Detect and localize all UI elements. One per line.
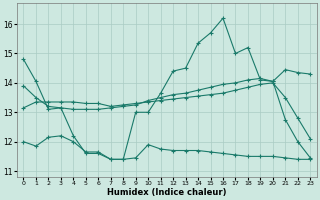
X-axis label: Humidex (Indice chaleur): Humidex (Indice chaleur) — [107, 188, 227, 197]
